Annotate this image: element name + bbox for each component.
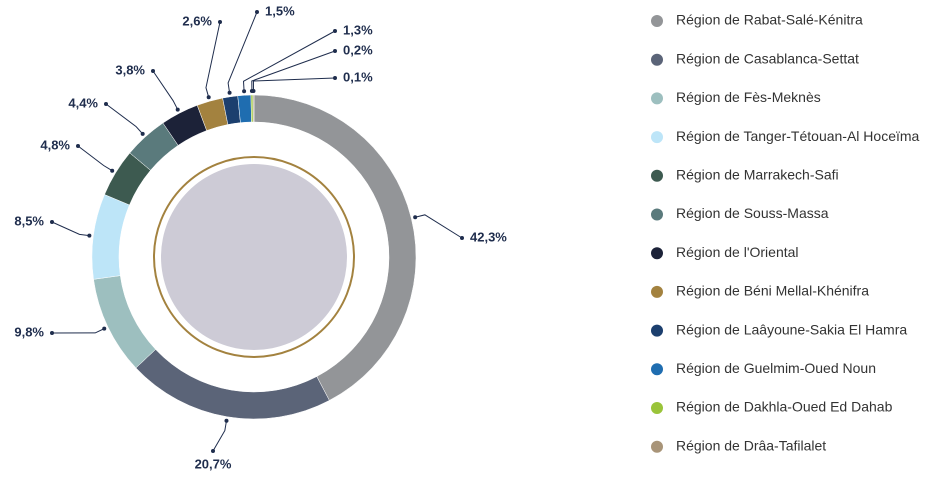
center-disc — [161, 164, 347, 350]
donut-slice — [91, 194, 130, 280]
leader-dot — [104, 102, 108, 106]
leader-dot — [102, 326, 107, 331]
value-label: 2,6% — [182, 13, 212, 28]
legend-swatch — [651, 131, 663, 144]
leader-line — [105, 103, 144, 135]
donut-slice — [237, 94, 252, 123]
value-label: 20,7% — [195, 456, 232, 471]
leader-dot — [110, 168, 115, 173]
legend-swatch — [651, 169, 663, 182]
legend-swatch — [651, 92, 663, 105]
leader-dot — [333, 76, 337, 80]
leader-line — [51, 221, 90, 237]
value-label: 9,8% — [14, 324, 44, 339]
donut-slice — [93, 275, 156, 369]
legend-label: Région de Tanger-Tétouan-Al Hoceïma — [676, 128, 920, 144]
leader-dot — [251, 89, 256, 94]
legend-swatch — [651, 15, 663, 27]
leader-dot — [242, 89, 247, 94]
leader-dot — [218, 20, 222, 24]
legend-label: Région de Béni Mellal-Khénifra — [676, 283, 869, 299]
legend-label: Région de Casablanca-Settat — [676, 50, 859, 66]
legend-label: Région de l'Oriental — [676, 244, 799, 260]
value-label: 1,3% — [343, 22, 373, 37]
leader-dot — [151, 69, 155, 73]
value-label: 42,3% — [470, 229, 507, 244]
leader-dot — [224, 418, 229, 423]
legend-label: Région de Rabat-Salé-Kénitra — [676, 12, 863, 28]
leader-dot — [50, 331, 54, 335]
inner-ring — [153, 156, 355, 358]
value-label: 4,4% — [68, 95, 98, 110]
leader-line — [252, 77, 336, 92]
leader-dot — [333, 29, 337, 33]
legend-swatch — [651, 285, 663, 298]
leader-dot — [50, 220, 54, 224]
legend-swatch — [651, 440, 663, 453]
donut-slice — [252, 94, 255, 123]
leader-line — [51, 328, 105, 334]
leader-line — [415, 214, 463, 239]
leader-dot — [460, 236, 464, 240]
legend-swatch — [651, 324, 663, 337]
legend-label: Région de Guelmim-Oued Noun — [676, 360, 876, 376]
value-label: 1,5% — [265, 3, 295, 18]
legend-label: Région de Dakhla-Oued Ed Dahab — [676, 399, 893, 415]
value-label: 0,1% — [343, 69, 373, 84]
legend-label: Région de Souss-Massa — [676, 205, 829, 221]
leader-dot — [175, 107, 180, 112]
leader-line — [242, 30, 336, 92]
leader-dot — [76, 144, 80, 148]
value-label: 4,8% — [40, 137, 70, 152]
leader-dot — [333, 49, 337, 53]
leader-dot — [206, 95, 211, 100]
legend-label: Région de Fès-Meknès — [676, 89, 821, 105]
leader-line — [205, 21, 221, 98]
legend-swatch — [651, 363, 663, 376]
leader-dot — [211, 449, 215, 453]
leader-dot — [413, 215, 418, 220]
legend-swatch — [651, 402, 663, 414]
value-label: 8,5% — [14, 213, 44, 228]
leader-line — [152, 70, 179, 110]
leader-line — [227, 11, 258, 93]
value-label: 0,2% — [343, 42, 373, 57]
leader-line — [77, 145, 113, 172]
leader-dot — [255, 10, 259, 14]
legend-label: Région de Marrakech-Safi — [676, 167, 839, 183]
legend-label: Région de Laâyoune-Sakia El Hamra — [676, 321, 907, 337]
value-label: 3,8% — [115, 62, 145, 77]
leader-line — [212, 420, 227, 452]
legend-swatch — [651, 208, 663, 221]
leader-line — [251, 50, 336, 92]
leader-dot — [87, 233, 92, 238]
donut-slice — [135, 349, 330, 420]
legend-swatch — [651, 53, 663, 66]
legend-swatch — [651, 247, 663, 260]
leader-dot — [140, 131, 145, 136]
legend-label: Région de Drâa-Tafilalet — [676, 437, 826, 453]
leader-dot — [227, 90, 232, 95]
